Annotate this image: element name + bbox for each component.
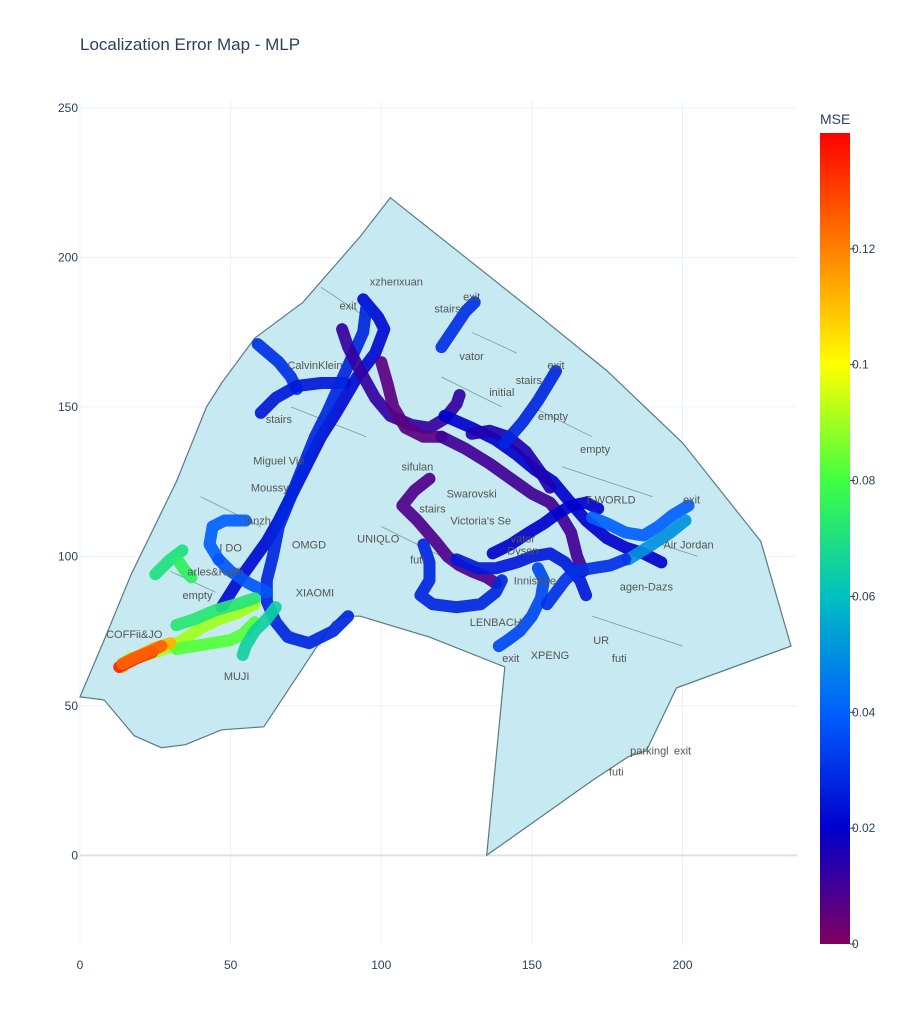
trajectory-14 — [586, 499, 695, 542]
store-partition — [441, 376, 502, 408]
colorbar-tick-label: 0.12 — [852, 242, 876, 256]
trajectory-25 — [170, 616, 261, 656]
store-label: UNIQLO — [357, 533, 400, 545]
trajectory-15 — [622, 514, 692, 566]
store-label: CalvinKlein — [287, 360, 342, 372]
store-label: T-WORLD — [585, 495, 636, 507]
y-tick-label: 150 — [58, 400, 78, 414]
store-label: agen-Dazs — [620, 581, 674, 593]
store-label: I DO — [219, 542, 242, 554]
trajectory-3 — [260, 302, 373, 650]
store-label: OMGD — [292, 539, 326, 551]
store-label: Swarovski — [447, 489, 497, 501]
store-label: exit — [547, 360, 564, 372]
colorbar-tick-label: 0.02 — [852, 821, 876, 835]
store-label: UR — [593, 635, 609, 647]
store-partition — [320, 287, 367, 318]
y-tick-label: 100 — [58, 549, 78, 563]
trajectory-20 — [149, 544, 189, 581]
store-partition — [471, 331, 517, 354]
colorbar-tick-label: 0.1 — [852, 358, 869, 372]
store-label: XIAOMI — [296, 587, 335, 599]
store-label: stairs — [266, 414, 293, 426]
store-label: empty — [183, 590, 213, 602]
store-label: Victoria's Se — [450, 516, 511, 528]
store-label: LENBACH — [470, 617, 522, 629]
store-label: parkingl — [630, 746, 669, 758]
x-tick-label: 0 — [77, 958, 84, 972]
trajectory-16 — [492, 562, 550, 653]
store-label: Air Jordan — [663, 539, 713, 551]
store-label: XPENG — [531, 650, 570, 662]
store-label: MUJI — [224, 671, 250, 683]
y-tick-label: 250 — [58, 101, 78, 115]
store-label: Dyson — [507, 545, 538, 557]
colorbar: MSE 0 0.02 0.04 0.06 0.08 0.1 0.12 — [820, 111, 876, 951]
store-label: Miguel Vie — [253, 456, 304, 468]
store-label: vator — [459, 351, 484, 363]
store-label: futi — [410, 554, 425, 566]
store-partition — [531, 406, 593, 438]
chart-title: Localization Error Map - MLP — [80, 35, 300, 54]
x-tick-label: 200 — [673, 958, 693, 972]
trajectory-9 — [498, 365, 562, 449]
trajectory-19 — [203, 514, 252, 566]
trajectory-13 — [486, 496, 605, 560]
y-tick-label: 0 — [71, 848, 78, 862]
trajectory-28 — [116, 640, 168, 670]
store-label: exit — [502, 653, 519, 665]
store-label: futi — [612, 653, 627, 665]
store-label: futi — [609, 767, 624, 779]
store-label: exit — [340, 300, 357, 312]
trajectory-12 — [414, 538, 508, 614]
store-label: initial — [489, 387, 514, 399]
trajectory-5 — [375, 356, 448, 443]
trajectory-10 — [435, 296, 481, 354]
store-label: lanzh — [245, 516, 271, 528]
store-label: xzhenxuan — [370, 276, 423, 288]
store-label: stairs — [516, 375, 543, 387]
store-label: vator — [511, 533, 536, 545]
y-tick-label: 50 — [65, 699, 79, 713]
colorbar-tick-label: 0.06 — [852, 589, 876, 603]
store-label: exit — [463, 291, 480, 303]
colorbar-title: MSE — [820, 111, 850, 127]
store-label: stairs — [419, 504, 446, 516]
store-label: COFFii&JO — [106, 629, 163, 641]
store-label: exit — [683, 495, 700, 507]
x-tick-label: 50 — [224, 958, 238, 972]
store-label: exit — [674, 746, 691, 758]
store-label: Moussy — [251, 483, 289, 495]
store-label: Innisfree — [514, 575, 556, 587]
colorbar-tick-label: 0 — [852, 937, 859, 951]
store-label: empty — [580, 444, 610, 456]
y-tick-label: 200 — [58, 250, 78, 264]
x-tick-label: 100 — [371, 958, 391, 972]
trajectory-21 — [173, 556, 198, 584]
store-partition — [561, 466, 653, 497]
colorbar-gradient — [820, 133, 850, 944]
trajectory-22 — [212, 553, 273, 599]
store-label: sifulan — [402, 462, 434, 474]
store-label: empty — [538, 411, 568, 423]
trajectory-6 — [435, 430, 590, 578]
trajectory-18 — [541, 553, 632, 611]
trajectory-1 — [254, 377, 352, 419]
store-label: arles&Keith — [187, 566, 243, 578]
trajectory-29 — [236, 601, 282, 661]
store-partition — [592, 615, 683, 647]
trajectory-7 — [438, 409, 668, 569]
axes: 0 50 100 150 200 0 50 100 150 200 250 — [58, 101, 693, 972]
trajectory-8 — [465, 424, 556, 494]
colorbar-tick-label: 0.04 — [852, 705, 876, 719]
trajectory-24 — [170, 592, 261, 632]
colorbar-tick-label: 0.08 — [852, 474, 876, 488]
store-label: stairs — [434, 303, 461, 315]
x-tick-label: 150 — [522, 958, 542, 972]
